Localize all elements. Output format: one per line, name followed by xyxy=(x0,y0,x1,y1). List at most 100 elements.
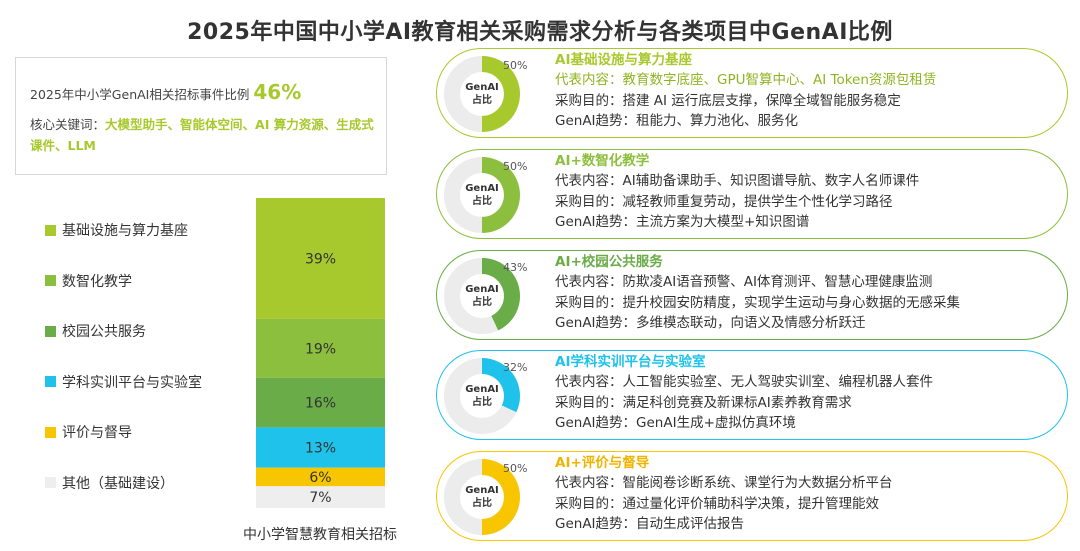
bar-data-label-5: 7% xyxy=(309,490,331,506)
donut-center-label: GenAI 占比 xyxy=(442,457,522,537)
donut-pct-label: 50% xyxy=(503,160,528,173)
bar-segment-5 xyxy=(256,486,385,508)
bar-data-label-1: 19% xyxy=(305,341,336,357)
donut-center-label: GenAI 占比 xyxy=(442,356,522,436)
bar-segment-3 xyxy=(256,427,385,468)
genai-donut xyxy=(444,258,520,334)
legend-swatch xyxy=(45,376,56,387)
legend-item-3: 学科实训平台与实验室 xyxy=(45,372,202,392)
summary-ratio-line: 2025年中小学GenAI相关招标事件比例 46% xyxy=(30,80,386,104)
x-axis-label: 中小学智慧教育相关招标 xyxy=(243,527,397,543)
summary-keywords-value: 大模型助手、智能体空间、AI 算力资源、生成式课件、LLM xyxy=(30,117,374,153)
donut-pct-label: 50% xyxy=(503,462,528,475)
legend-swatch xyxy=(45,325,56,337)
donut-center-line1: GenAI xyxy=(465,384,499,395)
bar-segment-4 xyxy=(256,467,385,487)
donut-slice xyxy=(482,56,520,132)
chart-title: 2025年中国中小学AI教育相关采购需求分析与各类项目中GenAI比例 xyxy=(187,20,893,45)
card-line3: GenAI趋势：多维模态联动，向语义及情感分析跃迁 xyxy=(555,315,866,331)
donut-center-line2: 占比 xyxy=(472,498,492,509)
donut-center-line2: 占比 xyxy=(472,196,492,207)
genai-donut xyxy=(444,459,520,535)
card-title: AI+校园公共服务 xyxy=(555,254,663,270)
card-line2: 采购目的：提升校园安防精度，实现学生运动与身心数据的无感采集 xyxy=(555,294,960,311)
donut-pct-label: 50% xyxy=(503,59,528,72)
summary-ratio-value: 46% xyxy=(253,80,302,104)
card-title: AI+数智化教学 xyxy=(555,153,650,169)
card-title: AI基础设施与算力基座 xyxy=(555,52,692,68)
legend-item-4: 评价与督导 xyxy=(45,422,132,442)
legend-item-0: 基础设施与算力基座 xyxy=(45,220,188,240)
bar-data-label-2: 16% xyxy=(305,396,336,412)
legend-swatch xyxy=(45,275,56,286)
card-line2: 采购目的：减轻教师重复劳动，提供学生个性化学习路径 xyxy=(555,193,893,210)
legend-swatch xyxy=(45,477,56,488)
donut-slice xyxy=(482,459,520,535)
legend-item-1: 数智化教学 xyxy=(45,271,132,291)
bar-segment-1 xyxy=(256,318,385,378)
genai-donut xyxy=(444,157,520,233)
bar-data-label-4: 6% xyxy=(309,470,331,486)
donut-center-line1: GenAI xyxy=(465,183,499,194)
card-line2: 采购目的：满足科创竞赛及新课标AI素养教育需求 xyxy=(555,394,852,411)
donut-center-label: GenAI 占比 xyxy=(442,155,522,235)
legend-label: 学科实训平台与实验室 xyxy=(62,374,202,391)
card-line1: 代表内容：教育数字底座、GPU智算中心、AI Token资源包租赁 xyxy=(555,72,937,88)
card-text: AI学科实训平台与实验室代表内容：人工智能实验室、无人驾驶实训室、编程机器人套件… xyxy=(555,352,933,434)
bar-data-label-3: 13% xyxy=(305,441,336,457)
donut-center-line1: GenAI xyxy=(465,284,499,295)
category-card-3: GenAI 占比 32% AI学科实训平台与实验室代表内容：人工智能实验室、无人驾驶实… xyxy=(436,350,1068,440)
genai-donut xyxy=(444,358,520,434)
card-text: AI+校园公共服务代表内容：防欺凌AI语音预警、AI体育测评、智慧心理健康监测采… xyxy=(555,252,960,334)
donut-center-line1: GenAI xyxy=(465,82,499,93)
donut-center-line2: 占比 xyxy=(472,95,492,106)
card-line3: GenAI趋势：GenAI生成+虚拟仿真环境 xyxy=(555,415,796,431)
card-text: AI+数智化教学代表内容：AI辅助备课助手、知识图谱导航、数字人名师课件 采购目的… xyxy=(555,151,919,233)
legend-label: 基础设施与算力基座 xyxy=(62,223,188,239)
card-text: AI+评价与督导代表内容：智能阅卷诊断系统、课堂行为大数据分析平台 采购目的：通过… xyxy=(555,453,893,535)
card-line2: 采购目的：搭建 AI 运行底层支撑，保障全域智能服务稳定 xyxy=(555,92,901,109)
donut-center-line2: 占比 xyxy=(472,297,492,308)
card-text: AI基础设施与算力基座代表内容：教育数字底座、GPU智算中心、AI Token资… xyxy=(555,50,936,132)
card-line1: 代表内容：防欺凌AI语音预警、AI体育测评、智慧心理健康监测 xyxy=(555,274,933,290)
category-card-2: GenAI 占比 43% AI+校园公共服务代表内容：防欺凌AI语音预警、AI体育测评… xyxy=(436,250,1068,340)
summary-keywords-line: 核心关键词：大模型助手、智能体空间、AI 算力资源、生成式课件、LLM xyxy=(30,114,380,156)
card-line2: 采购目的：通过量化评价辅助科学决策，提升管理能效 xyxy=(555,495,879,512)
donut-center-line1: GenAI xyxy=(465,485,499,496)
card-line1: 代表内容：AI辅助备课助手、知识图谱导航、数字人名师课件 xyxy=(555,173,920,189)
summary-ratio-label: 2025年中小学GenAI相关招标事件比例 xyxy=(30,87,250,102)
donut-pct-label: 43% xyxy=(503,261,528,274)
legend-label: 校园公共服务 xyxy=(62,324,146,340)
legend-label: 其他（基础建设） xyxy=(62,475,174,492)
bar-segment-0 xyxy=(256,198,385,319)
donut-center-label: GenAI 占比 xyxy=(442,256,522,336)
card-line3: GenAI趋势：主流方案为大模型+知识图谱 xyxy=(555,214,810,230)
donut-center-line2: 占比 xyxy=(472,397,492,408)
card-title: AI学科实训平台与实验室 xyxy=(555,354,706,370)
category-card-1: GenAI 占比 50% AI+数智化教学代表内容：AI辅助备课助手、知识图谱导航、数… xyxy=(436,149,1068,239)
category-card-0: GenAI 占比 50% AI基础设施与算力基座代表内容：教育数字底座、GPU智算中心… xyxy=(436,48,1068,138)
genai-donut xyxy=(444,56,520,132)
bar-data-label-0: 39% xyxy=(305,251,336,267)
category-card-4: GenAI 占比 50% AI+评价与督导代表内容：智能阅卷诊断系统、课堂行为大数据分… xyxy=(436,451,1068,541)
card-line3: GenAI趋势：租能力、算力池化、服务化 xyxy=(555,113,799,129)
card-line1: 代表内容：人工智能实验室、无人驾驶实训室、编程机器人套件 xyxy=(555,374,933,390)
stacked-bar-chart: 39% 19% 16% 13% 6% 7% xyxy=(256,198,385,508)
summary-keywords-label: 核心关键词： xyxy=(30,117,106,132)
card-line3: GenAI趋势：自动生成评估报告 xyxy=(555,516,745,532)
donut-center-label: GenAI 占比 xyxy=(442,54,522,134)
bar-segment-2 xyxy=(256,377,385,428)
donut-slice xyxy=(482,358,520,413)
donut-slice xyxy=(482,157,520,233)
legend-swatch xyxy=(45,224,56,236)
summary-box: 2025年中小学GenAI相关招标事件比例 46% 核心关键词：大模型助手、智能… xyxy=(15,57,387,175)
donut-slice xyxy=(482,258,520,331)
legend-item-5: 其他（基础建设） xyxy=(45,473,174,493)
donut-pct-label: 32% xyxy=(503,361,528,374)
legend-label: 评价与督导 xyxy=(62,425,132,441)
card-title: AI+评价与督导 xyxy=(555,455,650,471)
legend-swatch xyxy=(45,426,56,438)
card-line1: 代表内容：智能阅卷诊断系统、课堂行为大数据分析平台 xyxy=(555,475,893,491)
legend-label: 数智化教学 xyxy=(62,273,132,290)
legend-item-2: 校园公共服务 xyxy=(45,321,146,341)
